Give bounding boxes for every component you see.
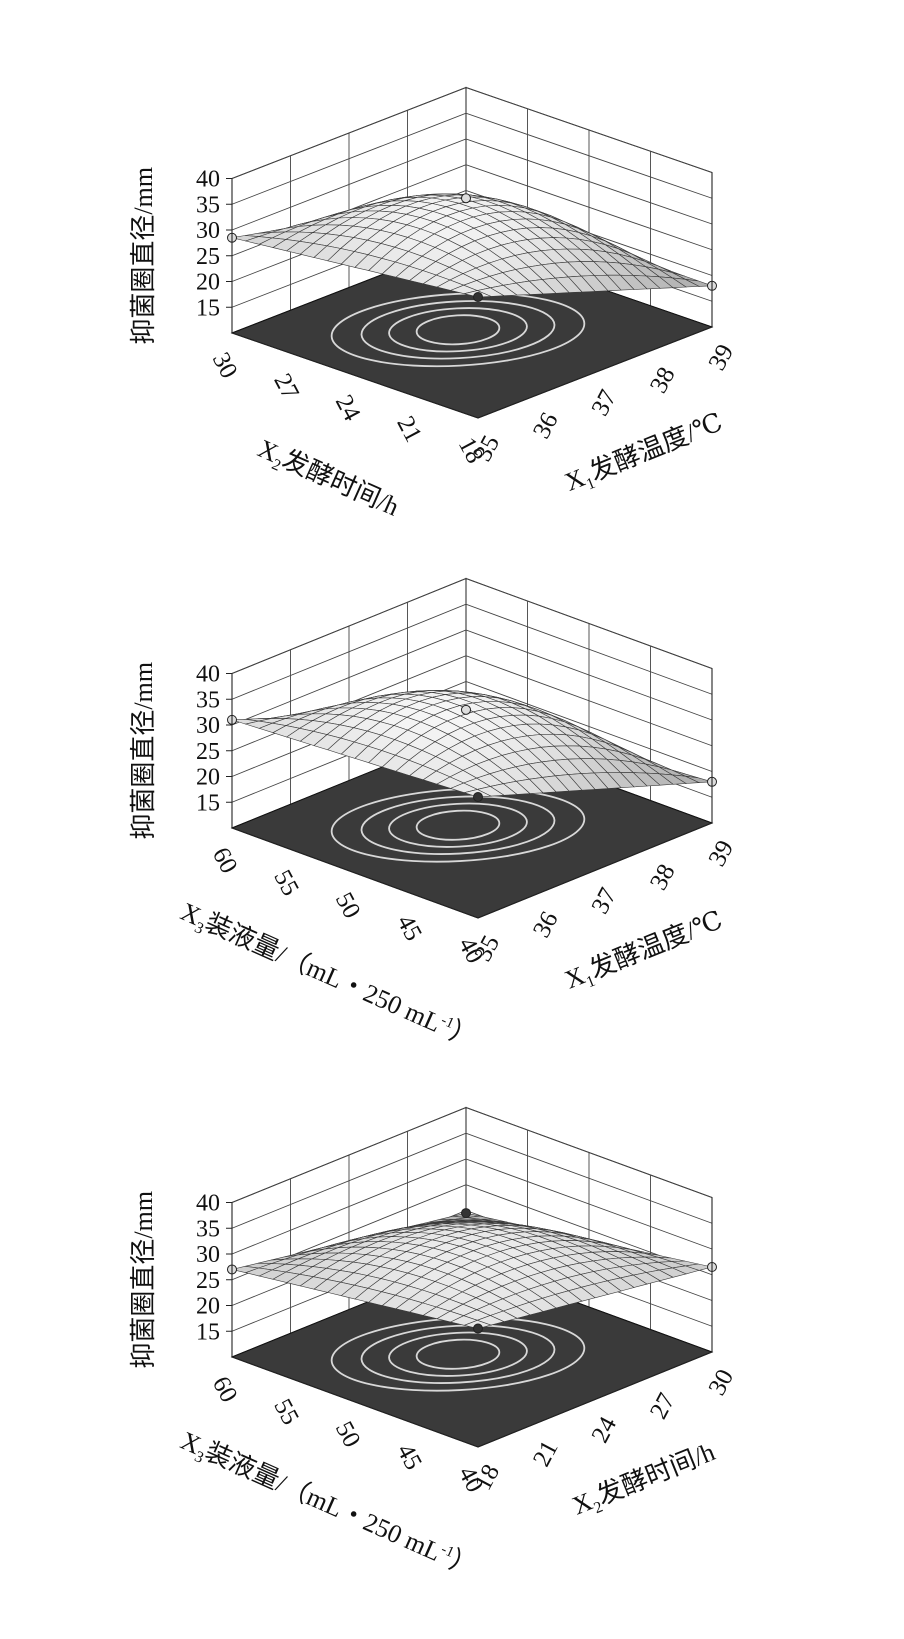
z-tick-label: 35 <box>196 192 220 218</box>
response-surface <box>231 1212 713 1329</box>
right-axis-label: X1发酵温度/℃ <box>561 407 728 500</box>
left-axis-label: X3装液量/（mL・250 mL-1） <box>175 897 481 1057</box>
right-axis-tick-label: 39 <box>704 836 740 871</box>
right-axis-tick-label: 37 <box>587 884 623 919</box>
grid-line <box>231 1184 713 1281</box>
z-tick-label: 40 <box>196 167 220 193</box>
grid-line <box>231 603 713 700</box>
corner-point <box>473 791 483 802</box>
z-tick-label: 40 <box>196 1191 220 1217</box>
axis-line <box>477 1351 713 1448</box>
right-axis-tick-label: 38 <box>645 363 681 398</box>
right-axis-label: X2发酵时间/h <box>568 1437 720 1524</box>
corner-point <box>473 291 483 302</box>
z-tick-label: 15 <box>196 295 220 321</box>
left-axis-tick-label: 27 <box>268 369 304 404</box>
contour-line <box>360 300 556 360</box>
corner-point <box>473 1323 483 1334</box>
right-axis-tick-label: 37 <box>587 386 623 421</box>
right-axis-tick-label: 36 <box>528 408 564 443</box>
axis-line <box>477 822 713 919</box>
grid-line <box>231 1132 713 1229</box>
left-axis-label: X2发酵时间/h <box>252 434 403 526</box>
contour-line <box>415 809 501 841</box>
grid-line <box>231 629 713 726</box>
grid-line <box>231 112 713 205</box>
left-axis-tick-label: 21 <box>391 412 427 447</box>
z-tick-label: 30 <box>196 1242 220 1268</box>
left-axis-tick-label: 50 <box>330 1417 366 1452</box>
left-axis-tick-label: 55 <box>268 1395 304 1430</box>
contour-line <box>388 1331 528 1377</box>
z-tick-label: 35 <box>196 1216 220 1242</box>
z-tick-label: 30 <box>196 713 220 739</box>
z-tick-label: 25 <box>196 1268 220 1294</box>
right-axis-tick-label: 39 <box>704 340 740 375</box>
contour-line <box>415 314 501 346</box>
chart-panel-2: 403530252015抑菌圈直径/mm60555045403536373839… <box>129 577 740 1057</box>
left-axis-label: X3装液量/（mL・250 mL-1） <box>175 1426 481 1586</box>
z-tick-label: 20 <box>196 765 220 791</box>
right-axis-tick-label: 30 <box>704 1365 740 1400</box>
contour-line <box>330 292 586 368</box>
left-axis-tick-label: 45 <box>391 911 427 946</box>
left-axis-label-sup: -1 <box>439 1541 457 1561</box>
right-axis-label-text: 发酵时间/h <box>593 1437 719 1510</box>
grid-line <box>231 138 713 231</box>
corner-point <box>461 704 471 715</box>
grid-line <box>231 578 713 674</box>
z-axis-label: 抑菌圈直径/mm <box>129 1191 158 1369</box>
z-tick-label: 20 <box>196 1294 220 1320</box>
z-tick-label: 15 <box>196 1319 220 1345</box>
chart-panel-1: 403530252015抑菌圈直径/mm30272421183536373839… <box>129 86 740 526</box>
left-axis-label-text: 发酵时间/h <box>278 445 403 522</box>
left-axis-tick-label: 60 <box>207 1372 243 1407</box>
contour-line <box>388 307 528 353</box>
axis-line <box>231 827 479 919</box>
z-tick-label: 20 <box>196 270 220 296</box>
chart-panel-3: 403530252015抑菌圈直径/mm60555045401821242730… <box>129 1106 740 1586</box>
right-axis-tick-label: 38 <box>645 860 681 895</box>
left-axis-tick-label: 50 <box>330 888 366 923</box>
left-axis-label-sup: -1 <box>439 1012 457 1032</box>
left-axis-tick-label: 30 <box>207 348 243 383</box>
contour-line <box>388 802 528 848</box>
z-axis-label: 抑菌圈直径/mm <box>129 662 158 840</box>
z-tick-label: 25 <box>196 739 220 765</box>
z-tick-label: 40 <box>196 662 220 688</box>
axis-line <box>231 332 479 419</box>
right-axis-tick-label: 36 <box>528 907 564 942</box>
z-tick-label: 25 <box>196 244 220 270</box>
corner-point <box>461 193 471 204</box>
left-axis-tick-label: 55 <box>268 866 304 901</box>
left-axis-tick-label: 24 <box>330 391 366 426</box>
right-axis-label: X1发酵温度/℃ <box>561 905 728 998</box>
contour-line <box>360 795 556 855</box>
corner-point <box>461 1208 471 1219</box>
contour-line <box>360 1324 556 1384</box>
response-surface <box>231 193 713 298</box>
contour-line <box>415 1338 501 1370</box>
z-tick-label: 30 <box>196 218 220 244</box>
grid-line <box>231 1107 713 1203</box>
right-axis-tick-label: 24 <box>587 1412 623 1447</box>
z-tick-label: 15 <box>196 790 220 816</box>
grid-line <box>231 1158 713 1255</box>
right-axis-tick-label: 27 <box>645 1389 681 1424</box>
right-axis-tick-label: 21 <box>528 1436 564 1471</box>
left-axis-tick-label: 45 <box>391 1440 427 1475</box>
axis-line <box>231 1356 479 1448</box>
response-surface <box>231 690 713 798</box>
grid-line <box>231 87 713 179</box>
grid-line <box>231 681 713 777</box>
z-axis-label: 抑菌圈直径/mm <box>129 167 158 345</box>
axis-line <box>477 326 713 419</box>
left-axis-tick-label: 60 <box>207 843 243 878</box>
z-tick-label: 35 <box>196 687 220 713</box>
